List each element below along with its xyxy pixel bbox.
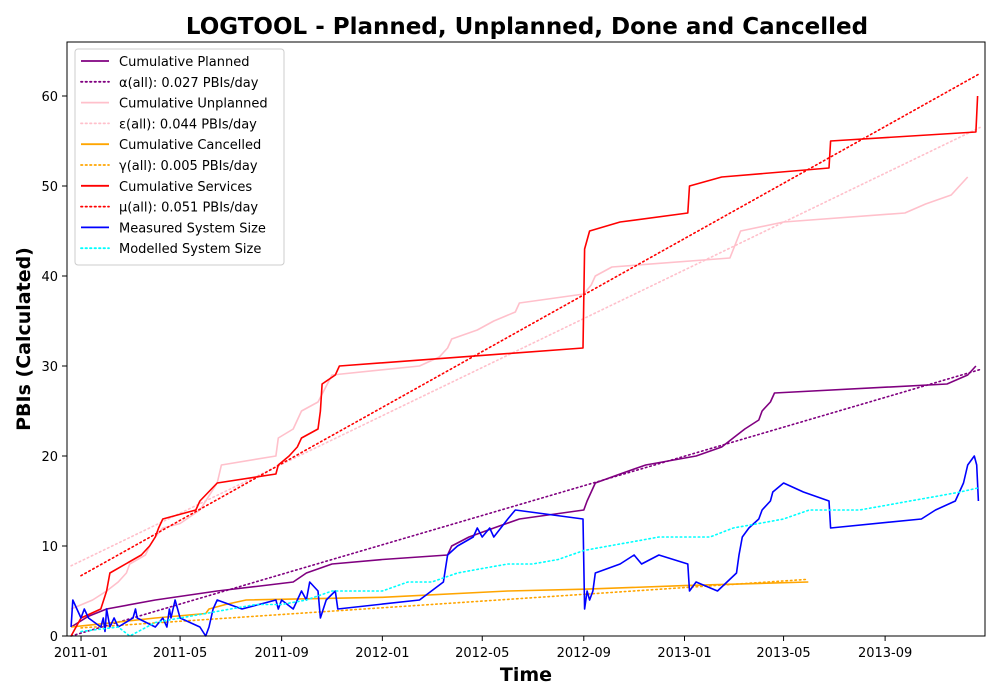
legend-label: Cumulative Planned xyxy=(119,55,249,70)
x-tick-label: 2012-05 xyxy=(455,646,509,661)
chart-title: LOGTOOL - Planned, Unplanned, Done and C… xyxy=(186,14,868,40)
legend-label: Modelled System Size xyxy=(119,242,261,257)
series-line-6 xyxy=(70,95,979,637)
x-tick-label: 2012-01 xyxy=(355,646,409,661)
series-line-0 xyxy=(70,365,977,628)
series-line-2 xyxy=(70,176,969,610)
y-tick-label: 60 xyxy=(41,90,58,105)
legend-label: α(all): 0.027 PBIs/day xyxy=(119,76,259,91)
x-tick-label: 2011-01 xyxy=(54,646,108,661)
series-line-1 xyxy=(70,368,981,637)
x-tick-label: 2013-05 xyxy=(756,646,810,661)
legend-label: γ(all): 0.005 PBIs/day xyxy=(119,159,258,174)
legend-box xyxy=(74,48,285,266)
series-line-5 xyxy=(80,578,810,629)
legend-label: ε(all): 0.044 PBIs/day xyxy=(119,117,257,132)
legend-label: Cumulative Unplanned xyxy=(119,97,268,112)
y-axis-label: PBIs (Calculated) xyxy=(13,247,35,431)
y-axis-ticks: 0 10 20 30 40 50 60 xyxy=(41,90,67,645)
legend-label: Cumulative Services xyxy=(119,180,252,195)
series-line-7 xyxy=(80,72,981,577)
x-axis-ticks: 2011-01 2011-05 2011-09 2012-01 2012-05 2012-… xyxy=(54,636,912,661)
legend-label: Measured System Size xyxy=(119,221,266,236)
series-line-9 xyxy=(80,486,981,637)
x-axis-label: Time xyxy=(500,664,552,686)
x-tick-label: 2013-09 xyxy=(858,646,912,661)
plot-area xyxy=(70,72,981,637)
legend-label: μ(all): 0.051 PBIs/day xyxy=(119,201,258,216)
y-tick-label: 10 xyxy=(41,540,58,555)
x-tick-label: 2011-05 xyxy=(153,646,207,661)
y-tick-label: 40 xyxy=(41,270,58,285)
x-tick-label: 2011-09 xyxy=(254,646,308,661)
legend: Cumulative Planned α(all): 0.027 PBIs/day… xyxy=(74,48,285,266)
y-tick-label: 30 xyxy=(41,360,58,375)
x-tick-label: 2013-01 xyxy=(657,646,711,661)
y-tick-label: 0 xyxy=(50,630,58,645)
x-tick-label: 2012-09 xyxy=(557,646,611,661)
plot-frame xyxy=(66,41,986,637)
y-tick-label: 20 xyxy=(41,450,58,465)
legend-label: Cumulative Cancelled xyxy=(119,138,261,153)
y-tick-label: 50 xyxy=(41,180,58,195)
series-line-8 xyxy=(70,455,980,637)
series-line-3 xyxy=(70,126,981,567)
